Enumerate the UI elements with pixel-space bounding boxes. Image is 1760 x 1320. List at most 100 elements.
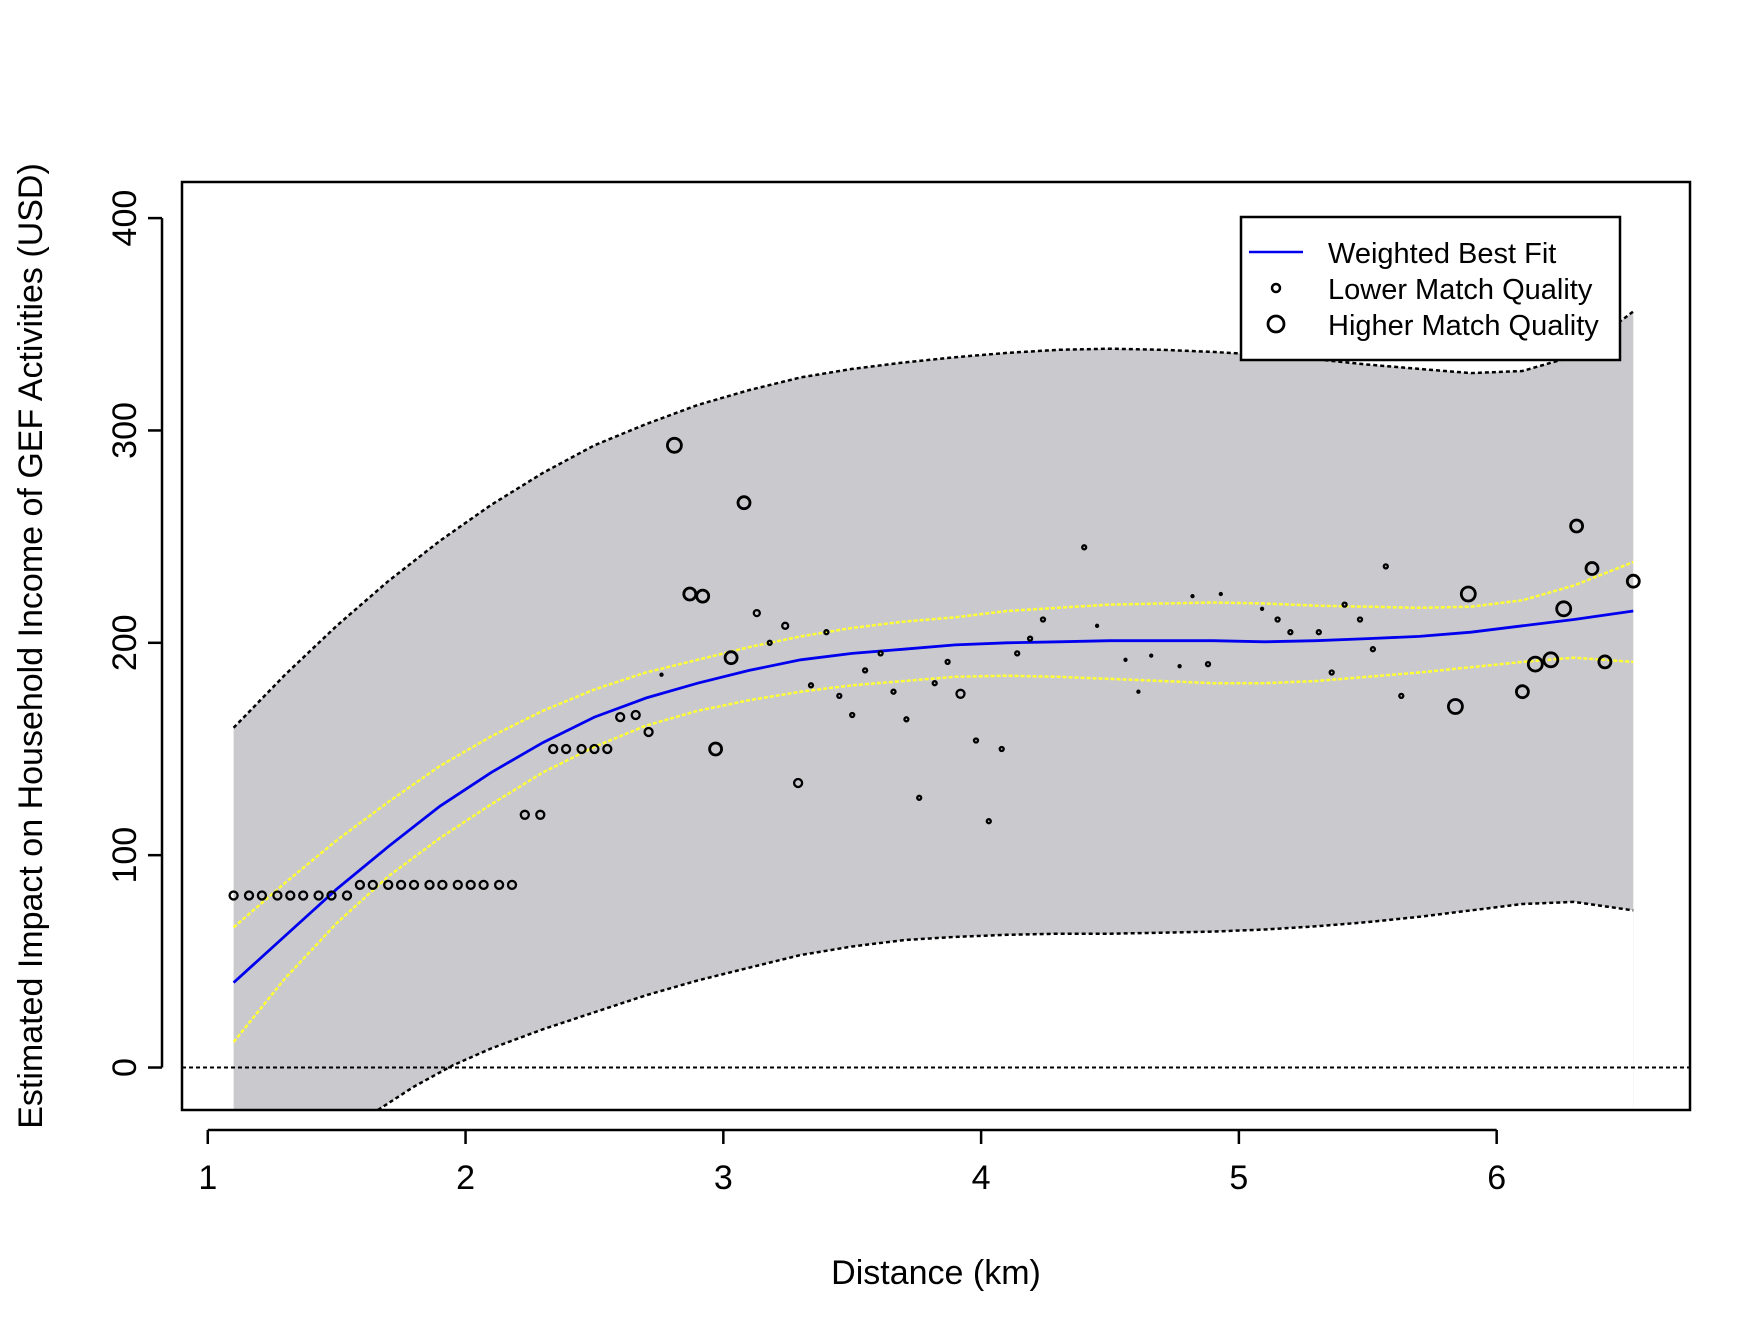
data-point	[708, 741, 723, 757]
data-point	[1274, 616, 1281, 623]
x-axis-title: Distance (km)	[831, 1254, 1041, 1292]
data-point	[313, 890, 324, 901]
data-point	[256, 890, 268, 901]
data-point	[452, 879, 463, 891]
legend-small-circle-swatch	[1270, 282, 1282, 294]
x-tick-label: 2	[456, 1159, 475, 1197]
data-point	[298, 890, 309, 901]
data-point	[849, 711, 856, 719]
data-point	[437, 879, 448, 891]
data-point	[408, 879, 420, 891]
data-point	[972, 737, 980, 744]
y-tick-label: 300	[106, 402, 144, 459]
inner-upper-line	[232, 560, 1634, 929]
data-point	[1014, 650, 1021, 657]
data-point	[1094, 623, 1100, 628]
plot-border	[180, 180, 1692, 1112]
x-tick-label: 3	[714, 1159, 733, 1197]
data-point	[781, 621, 790, 630]
data-point	[1625, 573, 1641, 589]
data-point	[861, 667, 869, 674]
y-tick-label: 100	[106, 827, 144, 884]
legend-label-higher: Higher Match Quality	[1328, 310, 1599, 342]
data-point	[1081, 544, 1088, 551]
best-fit-line	[232, 609, 1634, 984]
data-point	[519, 809, 530, 820]
y-tick-label: 0	[106, 1058, 144, 1077]
data-point	[998, 745, 1005, 753]
data-point	[695, 588, 711, 604]
data-point	[1382, 563, 1389, 570]
data-point	[1315, 629, 1322, 636]
legend-label-fit: Weighted Best Fit	[1328, 238, 1556, 270]
data-point	[723, 650, 739, 666]
data-point	[1204, 660, 1212, 668]
legend-large-circle-swatch	[1266, 314, 1286, 334]
data-point	[1447, 698, 1464, 715]
data-point	[1039, 616, 1047, 623]
data-point	[1459, 585, 1477, 603]
legend: Weighted Best Fit Lower Match Quality Hi…	[1239, 215, 1622, 362]
data-point	[1123, 657, 1128, 662]
data-point	[1328, 669, 1335, 676]
data-point	[243, 890, 255, 901]
data-point	[285, 890, 296, 901]
data-point	[752, 608, 761, 618]
outer-lower-line	[377, 900, 1634, 1112]
data-point	[326, 890, 337, 901]
data-point	[465, 879, 476, 891]
data-point	[535, 809, 546, 820]
data-point	[367, 879, 378, 891]
inner-lower-line	[232, 656, 1634, 1043]
data-point	[659, 672, 664, 677]
x-tick-label: 1	[198, 1159, 217, 1197]
data-point	[1259, 606, 1265, 611]
data-point	[630, 709, 641, 721]
data-point	[272, 890, 283, 901]
data-point	[1356, 616, 1364, 623]
x-tick-label: 4	[972, 1159, 991, 1197]
data-point	[354, 879, 366, 891]
outer-bounds	[232, 310, 1635, 1112]
data-point	[1218, 591, 1223, 597]
data-point	[560, 743, 572, 755]
data-point	[903, 716, 910, 723]
band-lower-mask	[377, 901, 1634, 1110]
legend-label-lower: Lower Match Quality	[1328, 274, 1593, 306]
data-point	[916, 794, 923, 801]
data-point	[548, 743, 559, 755]
data-point	[602, 743, 613, 755]
data-point	[890, 688, 897, 695]
data-point	[877, 650, 884, 657]
data-point	[589, 743, 600, 755]
data-point	[807, 682, 815, 689]
data-point	[478, 879, 489, 891]
data-point	[615, 711, 626, 723]
band-area	[233, 311, 1634, 1110]
data-point	[666, 436, 683, 454]
data-point	[1597, 654, 1613, 670]
data-point	[1149, 653, 1154, 658]
data-point	[424, 879, 435, 891]
data-point	[1542, 651, 1560, 669]
data-point	[1287, 629, 1294, 636]
data-point	[341, 890, 353, 901]
data-point	[766, 639, 773, 646]
data-point	[1190, 593, 1195, 599]
data-point	[931, 680, 938, 687]
y-axis: 0 100 200 300 400	[106, 190, 164, 1077]
data-point	[944, 658, 951, 666]
x-axis: 1 2 3 4 5 6	[198, 1128, 1506, 1197]
outer-upper-line	[232, 310, 1635, 729]
x-tick-label: 5	[1229, 1159, 1248, 1197]
data-point	[836, 692, 843, 700]
data-points	[228, 436, 1641, 901]
data-point	[1555, 600, 1573, 618]
data-point	[985, 818, 992, 825]
data-point	[1341, 601, 1348, 608]
data-point	[1515, 684, 1530, 700]
fit-line	[232, 609, 1634, 984]
data-point	[792, 777, 804, 789]
data-point	[1526, 655, 1544, 673]
prediction-band	[233, 311, 1634, 1110]
